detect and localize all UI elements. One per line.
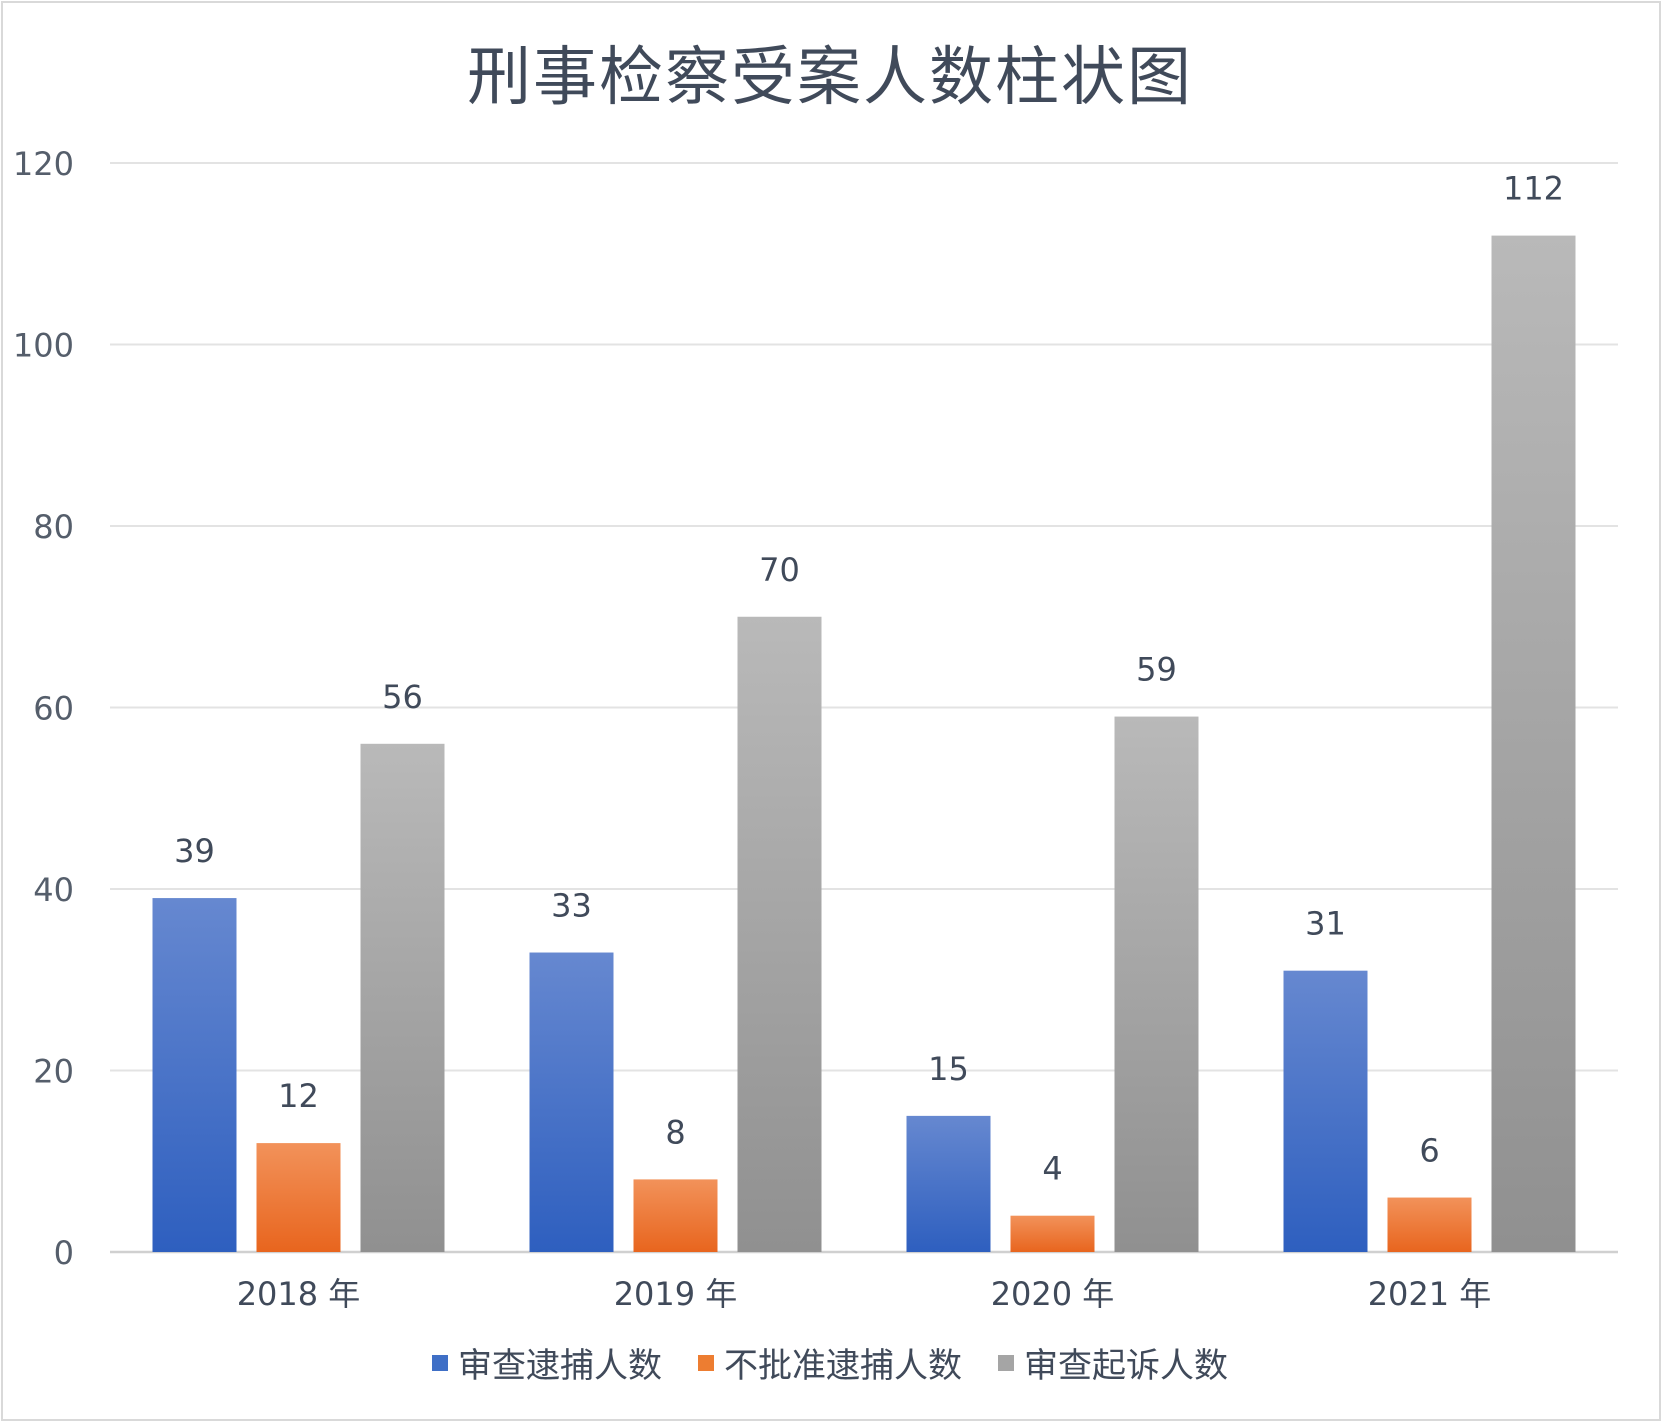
legend-item-arrest-review: 审查逮捕人数 <box>432 1338 662 1387</box>
x-tick-label: 2018 年 <box>237 1275 361 1313</box>
bar <box>152 898 237 1252</box>
y-tick-label: 120 <box>13 145 74 183</box>
data-label: 39 <box>174 832 215 870</box>
x-tick-label: 2019 年 <box>614 1275 738 1313</box>
data-label: 12 <box>278 1077 319 1115</box>
data-label: 33 <box>551 887 592 925</box>
bar <box>633 1179 718 1252</box>
bar <box>737 616 822 1252</box>
bar <box>1010 1215 1095 1252</box>
legend-label: 审查起诉人数 <box>1024 1346 1228 1386</box>
y-tick-label: 100 <box>13 327 74 365</box>
legend-swatch <box>698 1354 714 1371</box>
bar <box>1491 235 1576 1253</box>
data-label: 70 <box>759 551 800 589</box>
y-tick-label: 20 <box>33 1053 74 1091</box>
bar <box>360 743 445 1252</box>
bar <box>906 1115 991 1252</box>
data-label: 31 <box>1305 905 1346 943</box>
bar <box>529 952 614 1252</box>
y-tick-label: 40 <box>33 871 74 909</box>
bars <box>152 235 1576 1253</box>
legend-label: 审查逮捕人数 <box>458 1346 662 1386</box>
data-label: 15 <box>928 1050 969 1088</box>
data-label: 112 <box>1503 170 1564 208</box>
chart-title: 刑事检察受案人数柱状图 <box>467 41 1193 115</box>
legend-label: 不批准逮捕人数 <box>724 1346 962 1386</box>
data-label: 6 <box>1419 1132 1439 1170</box>
legend-swatch <box>998 1354 1014 1371</box>
bar <box>256 1143 341 1252</box>
data-label: 56 <box>382 678 423 716</box>
legend-item-prosecution-review: 审查起诉人数 <box>998 1338 1228 1387</box>
y-tick-label: 60 <box>33 690 74 728</box>
bar <box>1387 1197 1472 1252</box>
legend-swatch <box>432 1354 448 1371</box>
data-label: 8 <box>665 1113 685 1151</box>
axes: 0 20 40 60 80 100 120 2018 年 2019 年 2020 年 2021 年 <box>13 145 1491 1313</box>
data-labels: 39 12 56 33 8 70 15 4 59 31 6 112 <box>174 170 1564 1188</box>
legend: 审查逮捕人数 不批准逮捕人数 审查起诉人数 <box>0 1338 1660 1387</box>
bar <box>1114 716 1199 1252</box>
data-label: 59 <box>1136 651 1177 689</box>
data-label: 4 <box>1042 1150 1062 1188</box>
x-tick-label: 2020 年 <box>991 1275 1115 1313</box>
gridlines <box>110 162 1618 1254</box>
x-tick-label: 2021 年 <box>1368 1275 1492 1313</box>
y-tick-label: 80 <box>33 508 74 546</box>
bar <box>1283 970 1368 1252</box>
y-tick-label: 0 <box>54 1234 74 1272</box>
legend-item-not-approved: 不批准逮捕人数 <box>698 1338 962 1387</box>
